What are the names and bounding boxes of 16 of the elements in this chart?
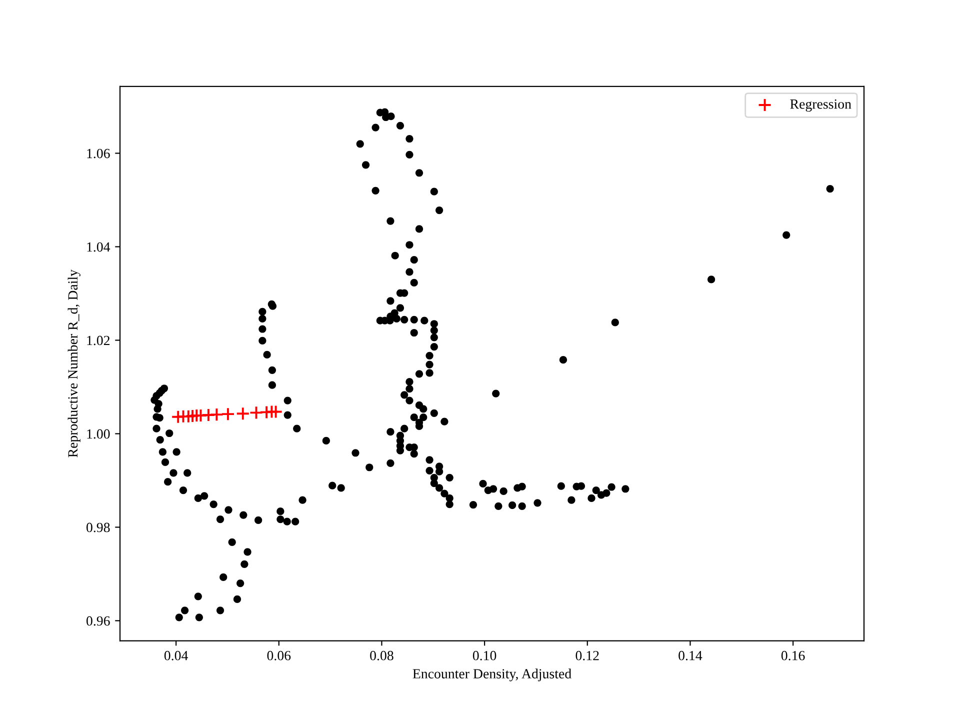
x-tick-label: 0.16 [781, 650, 805, 660]
y-tick-label: 1.04 [87, 242, 110, 252]
x-tick-label: 0.10 [472, 650, 496, 660]
y-tick-label: 1.00 [87, 429, 110, 439]
x-tick-label: 0.14 [678, 650, 702, 660]
y-axis-title: Reproductive Number R_d, Daily [68, 270, 80, 458]
x-tick-label: 0.06 [267, 650, 291, 660]
legend-label: Regression [790, 99, 852, 112]
x-axis-title: Encounter Density, Adjusted [412, 668, 572, 682]
x-tick-label: 0.12 [576, 650, 599, 660]
y-tick-label: 1.06 [87, 148, 110, 158]
x-tick-label: 0.04 [164, 650, 188, 660]
y-tick-label: 0.98 [86, 522, 110, 532]
x-tick-label: 0.08 [370, 650, 394, 660]
y-tick-label: 0.96 [86, 616, 110, 626]
y-tick-label: 1.02 [87, 336, 110, 346]
